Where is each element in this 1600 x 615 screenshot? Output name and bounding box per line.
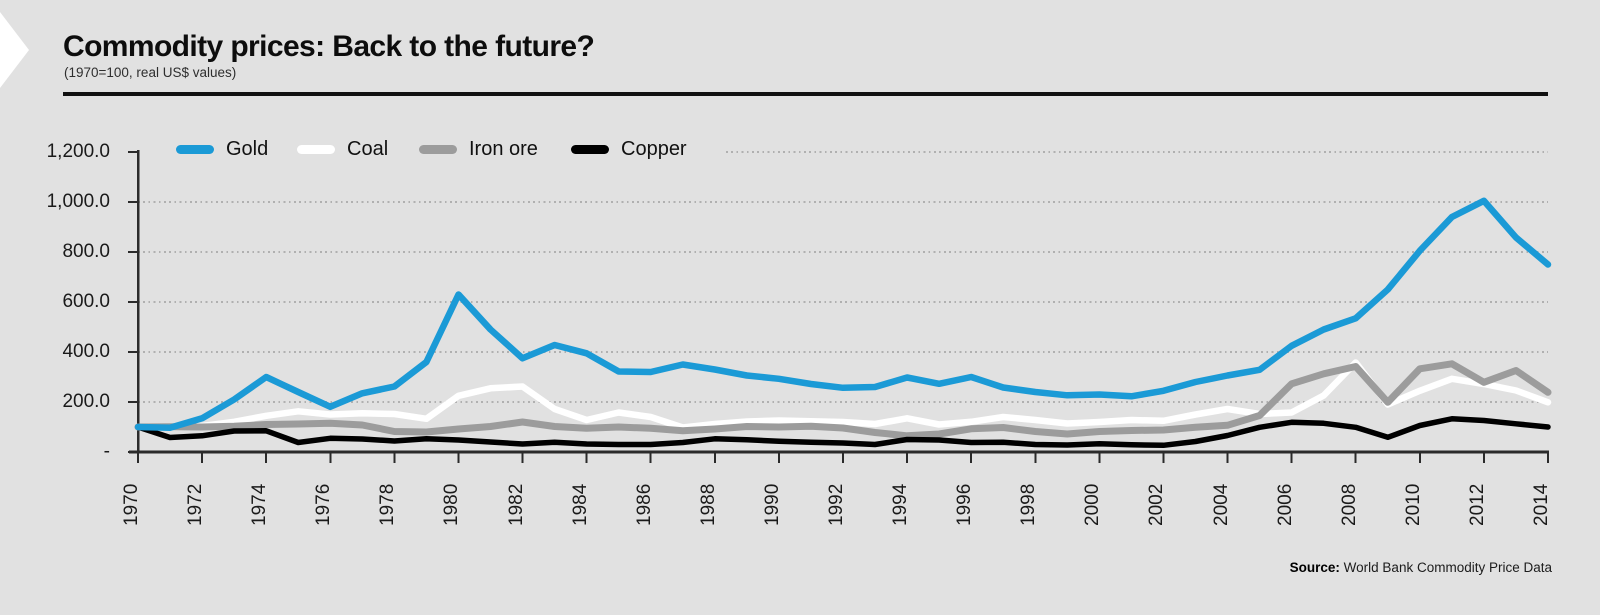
x-axis-label-1974: 1974 bbox=[249, 483, 271, 526]
legend-item-iron-ore: Iron ore bbox=[419, 138, 552, 160]
x-axis-label-2006: 2006 bbox=[1274, 483, 1296, 526]
legend-label-copper: Copper bbox=[621, 137, 687, 160]
x-axis-label-2004: 2004 bbox=[1210, 483, 1232, 526]
title-underline bbox=[63, 92, 1548, 96]
x-axis-label-1976: 1976 bbox=[313, 483, 335, 526]
x-axis-label-1990: 1990 bbox=[761, 483, 783, 526]
y-axis-label-200: 200.0 bbox=[62, 391, 110, 412]
x-axis-label-1996: 1996 bbox=[954, 483, 976, 526]
x-axis-label-2008: 2008 bbox=[1338, 483, 1360, 526]
legend-label-gold: Gold bbox=[226, 137, 269, 160]
x-axis-label-1994: 1994 bbox=[890, 483, 912, 526]
y-axis-label-400: 400.0 bbox=[62, 341, 110, 362]
legend-swatch-iron-ore bbox=[419, 144, 457, 154]
series-line-iron-ore bbox=[134, 360, 1552, 440]
source-line: Source: World Bank Commodity Price Data bbox=[1290, 560, 1552, 575]
x-axis-label-1988: 1988 bbox=[697, 483, 719, 526]
x-axis-label-2010: 2010 bbox=[1402, 483, 1424, 526]
source-text: World Bank Commodity Price Data bbox=[1339, 560, 1552, 575]
y-axis-label-800: 800.0 bbox=[62, 241, 110, 262]
x-axis-label-2012: 2012 bbox=[1466, 483, 1488, 526]
x-axis-label-1972: 1972 bbox=[185, 483, 207, 526]
y-axis-label-1000: 1,000.0 bbox=[46, 191, 110, 212]
series-line-gold bbox=[134, 197, 1552, 432]
x-axis-label-2014: 2014 bbox=[1531, 483, 1552, 526]
page-subtitle: (1970=100, real US$ values) bbox=[64, 65, 237, 80]
x-axis-label-1986: 1986 bbox=[633, 483, 655, 526]
legend-item-copper: Copper bbox=[571, 138, 701, 160]
x-axis-label-1992: 1992 bbox=[826, 483, 847, 526]
series-line-coal bbox=[134, 359, 1552, 431]
series-line-copper bbox=[135, 416, 1551, 449]
legend-swatch-coal bbox=[297, 144, 335, 154]
source-label: Source: bbox=[1289, 560, 1340, 575]
y-axis-label-600: 600.0 bbox=[62, 291, 110, 312]
legend-item-gold: Gold bbox=[176, 137, 283, 160]
legend-swatch-gold bbox=[176, 144, 214, 154]
x-axis-label-1978: 1978 bbox=[377, 483, 399, 526]
y-axis-label-1200: 1,200.0 bbox=[46, 141, 110, 162]
x-axis-label-1982: 1982 bbox=[505, 483, 527, 526]
y-axis-label-0: - bbox=[103, 441, 110, 462]
x-axis-label-2000: 2000 bbox=[1082, 483, 1104, 526]
x-axis-label-1980: 1980 bbox=[441, 483, 463, 526]
page-title: Commodity prices: Back to the future? bbox=[63, 30, 595, 63]
x-axis-label-1998: 1998 bbox=[1018, 483, 1040, 526]
x-axis-label-1970: 1970 bbox=[121, 483, 142, 526]
legend-item-coal: Coal bbox=[297, 137, 403, 160]
x-axis-label-2002: 2002 bbox=[1146, 483, 1168, 526]
x-axis-label-1984: 1984 bbox=[569, 483, 591, 526]
legend-label-coal: Coal bbox=[347, 137, 389, 160]
legend-swatch-copper bbox=[571, 144, 609, 154]
legend-label-iron-ore: Iron ore bbox=[469, 137, 538, 160]
